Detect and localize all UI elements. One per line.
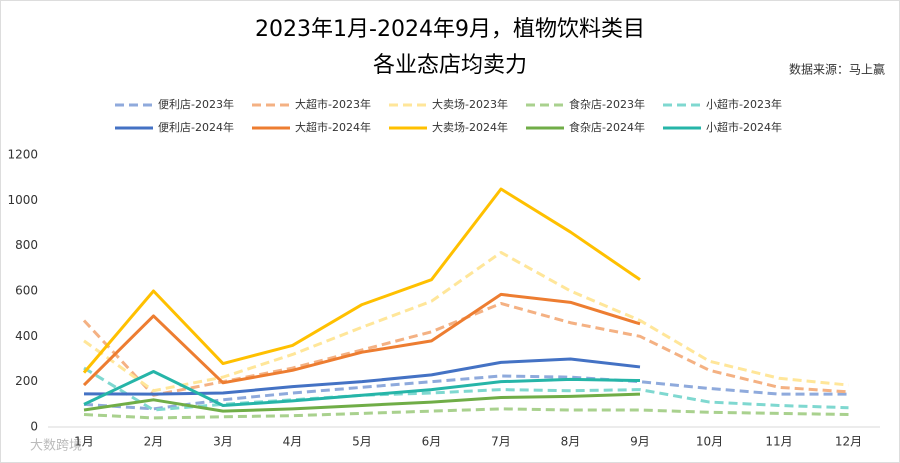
chart-title: 2023年1月-2024年9月，植物饮料类目: [255, 17, 645, 42]
legend-label: 大超市-2023年: [295, 97, 371, 111]
y-tick-label: 0: [30, 420, 38, 434]
x-tick-label: 10月: [696, 435, 723, 449]
x-tick-label: 8月: [561, 435, 581, 449]
x-tick-label: 12月: [835, 435, 862, 449]
y-tick-label: 600: [15, 284, 38, 298]
x-tick-label: 5月: [352, 435, 372, 449]
source-note: 数据来源：马上赢: [789, 62, 885, 77]
x-tick-label: 6月: [422, 435, 442, 449]
y-tick-label: 200: [15, 374, 38, 388]
legend-label: 大超市-2024年: [295, 120, 371, 134]
chart-subtitle: 各业态店均卖力: [373, 53, 527, 78]
series-line: [83, 250, 849, 393]
legend-label: 便利店-2024年: [158, 120, 234, 134]
legend-label: 小超市-2023年: [706, 97, 782, 111]
series-line: [83, 407, 849, 420]
series-line: [83, 369, 641, 407]
x-tick-label: 9月: [630, 435, 650, 449]
x-tick-label: 1月: [74, 435, 94, 449]
legend-label: 小超市-2024年: [706, 120, 782, 134]
y-tick-label: 1000: [7, 193, 38, 207]
legend-label: 便利店-2023年: [158, 97, 234, 111]
series-line: [82, 187, 641, 374]
y-tick-label: 1200: [7, 148, 38, 162]
watermark: 大数跨境: [30, 439, 82, 454]
legend-label: 大卖场-2023年: [432, 97, 508, 111]
x-tick-label: 4月: [283, 435, 303, 449]
x-tick-label: 11月: [765, 435, 792, 449]
legend-label: 大卖场-2024年: [432, 120, 508, 134]
legend-label: 食杂店-2024年: [569, 120, 645, 134]
x-tick-label: 7月: [491, 435, 511, 449]
series-line: [83, 357, 641, 396]
y-tick-label: 800: [15, 238, 38, 252]
legend-label: 食杂店-2023年: [569, 97, 645, 111]
x-tick-label: 2月: [144, 435, 164, 449]
x-tick-label: 3月: [213, 435, 233, 449]
y-tick-label: 400: [15, 329, 38, 343]
series-line: [82, 292, 641, 387]
series-line: [83, 392, 641, 413]
series-line: [83, 366, 849, 412]
